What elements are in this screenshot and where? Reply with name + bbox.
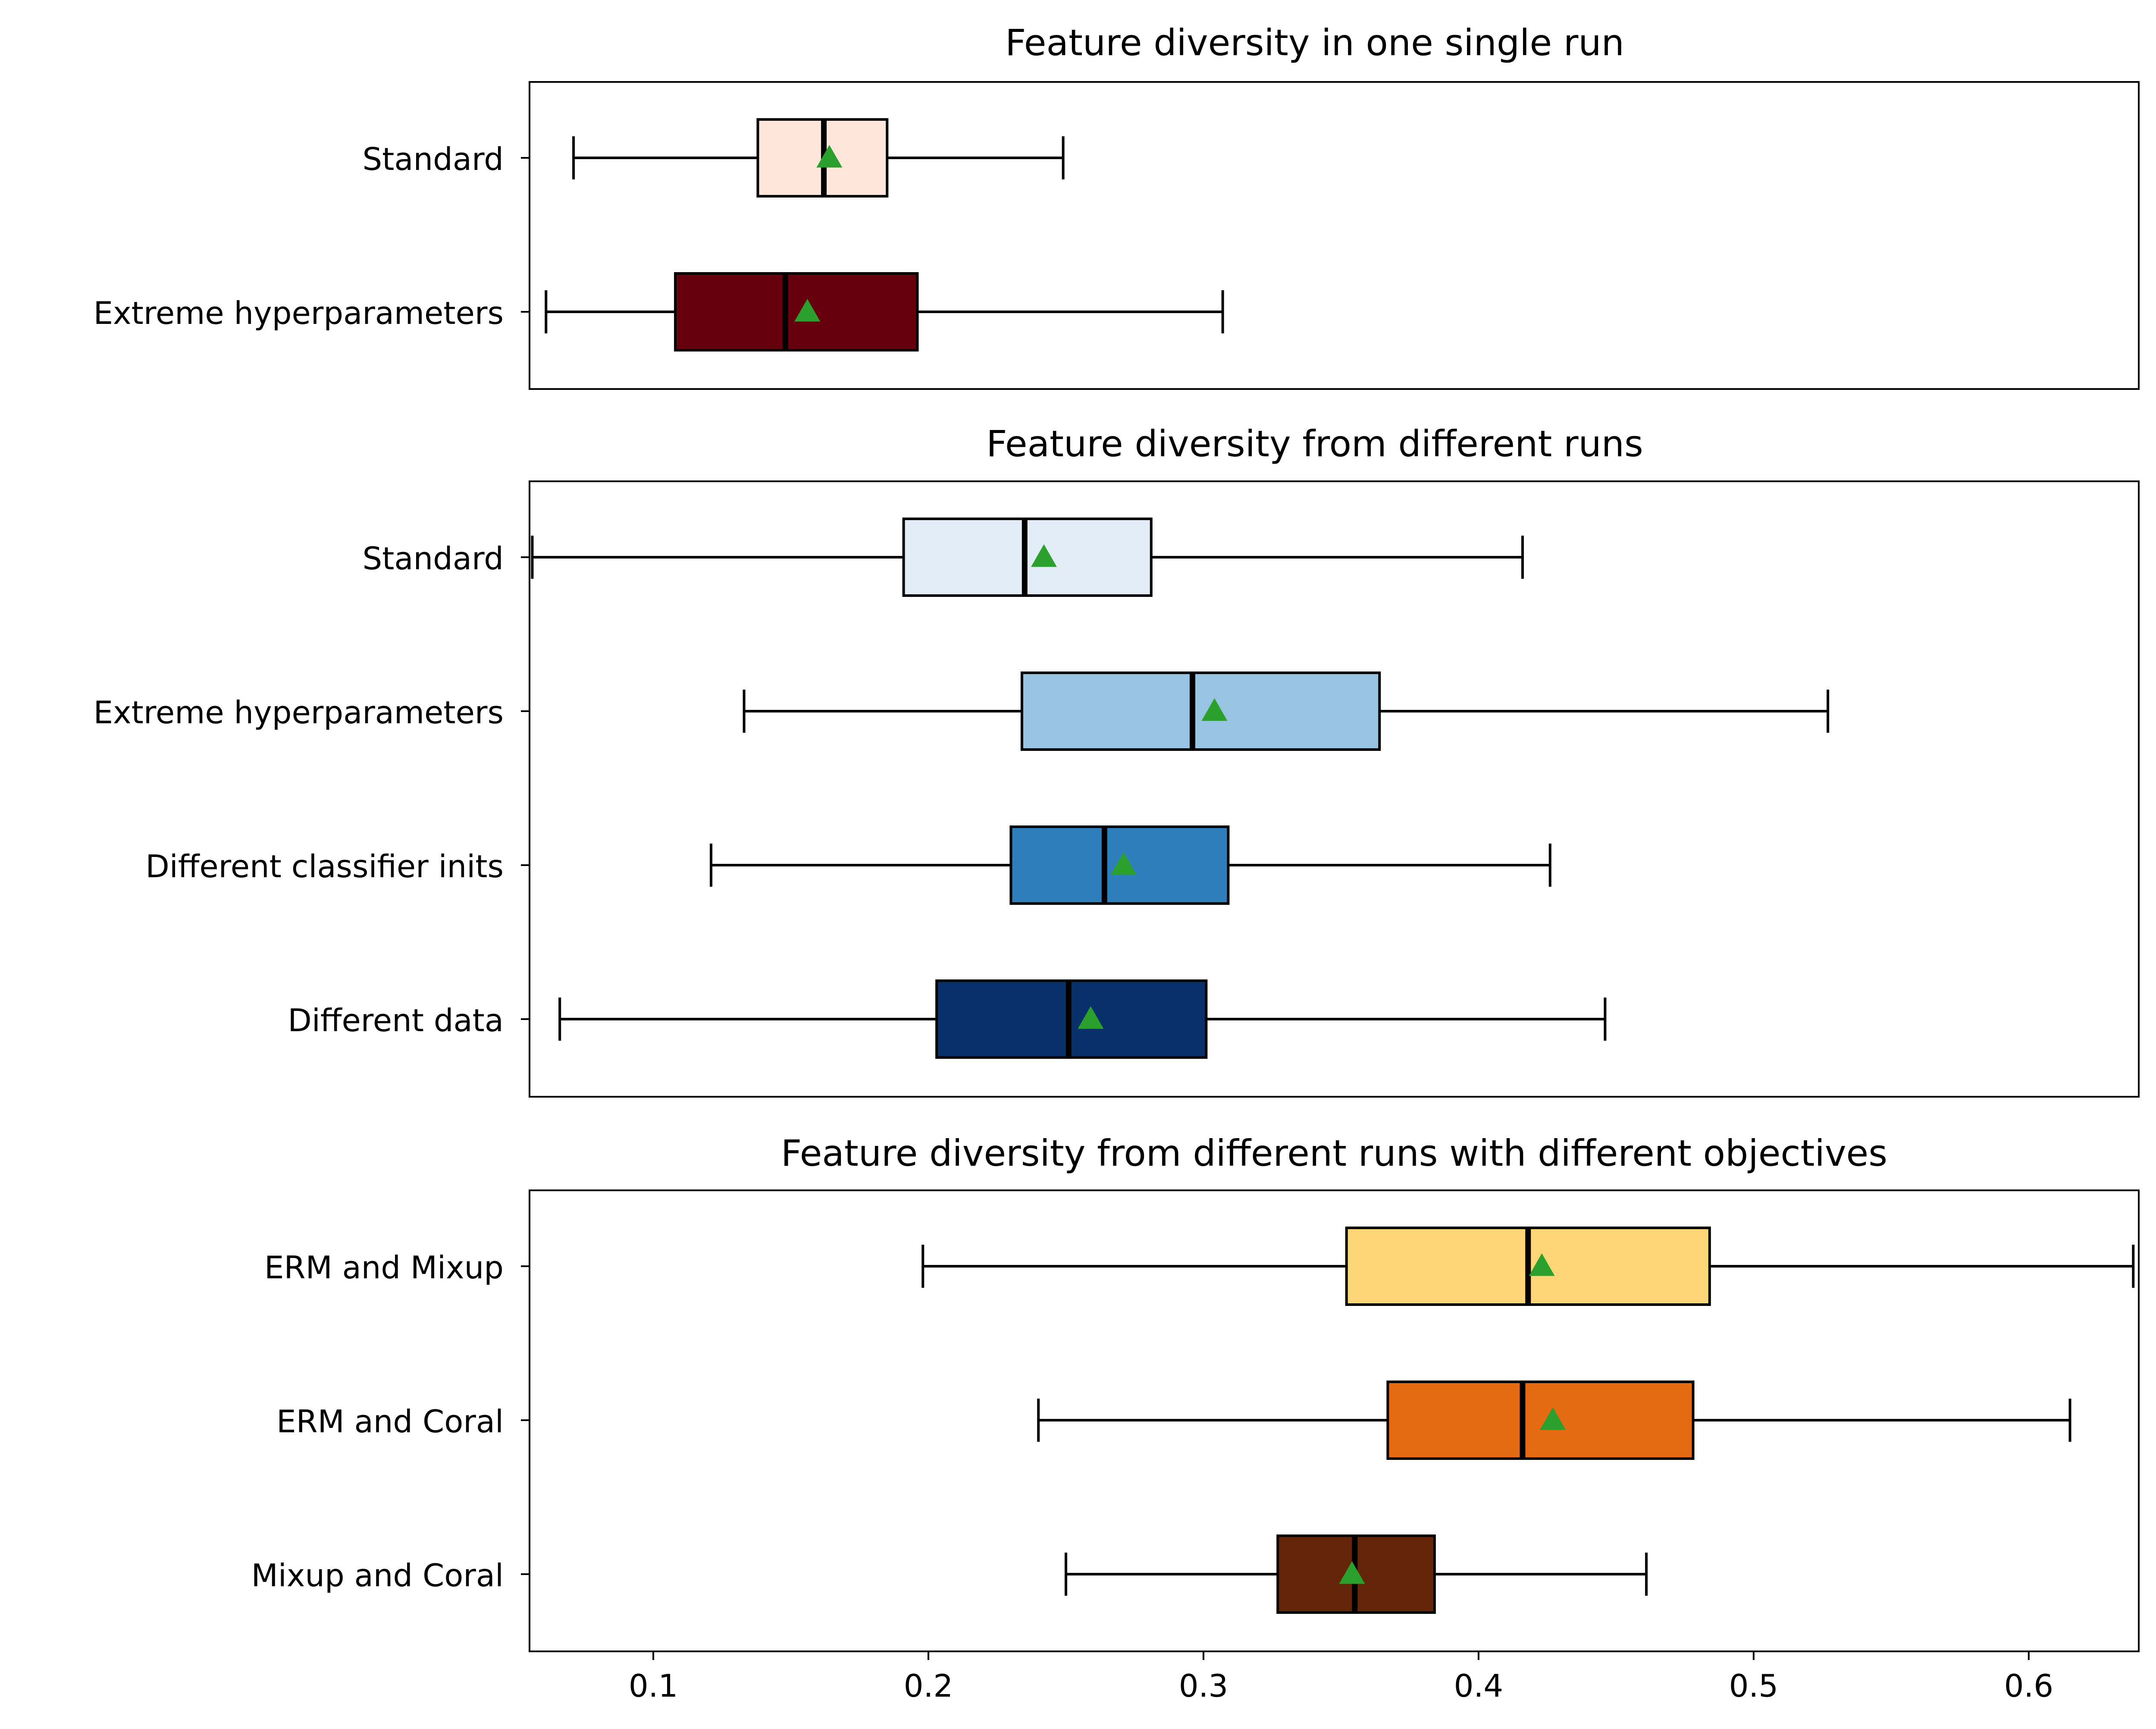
category-label: Standard [362, 540, 504, 577]
panel-title-different-runs: Feature diversity from different runs [986, 423, 1643, 465]
x-tick-label: 0.6 [2004, 1668, 2054, 1704]
category-label: Different classifier inits [145, 848, 504, 885]
box-mixup-and-coral [1065, 1534, 1648, 1614]
plot-frame-single-run [529, 81, 2140, 390]
box-extreme-hyperparameters [545, 272, 1224, 351]
iqr-box [1386, 1381, 1695, 1460]
panel-different-objectives: Feature diversity from different runs wi… [251, 1132, 2140, 1704]
panel-title-different-objectives: Feature diversity from different runs wi… [781, 1132, 1887, 1174]
box-extreme-hyperparameters [743, 672, 1830, 751]
mean-marker [1339, 1561, 1365, 1584]
x-tick-label: 0.2 [904, 1668, 953, 1704]
category-label: ERM and Coral [276, 1403, 504, 1440]
category-label: Extreme hyperparameters [94, 295, 504, 331]
mean-marker [1201, 698, 1228, 721]
category-label: Standard [362, 141, 504, 177]
boxes-different-objectives [521, 1227, 2135, 1614]
iqr-box [1020, 672, 1381, 751]
x-axis-ticks: 0.1 0.2 0.3 0.4 0.5 0.6 [629, 1651, 2053, 1704]
x-tick-label: 0.4 [1454, 1668, 1504, 1704]
box-different-data [558, 979, 1607, 1059]
mean-marker [1529, 1253, 1555, 1276]
plot-frame-different-objectives [529, 1189, 2140, 1652]
x-tick-label: 0.5 [1729, 1668, 1779, 1704]
mean-marker [1540, 1407, 1566, 1430]
plot-frame-different-runs [529, 480, 2140, 1098]
category-label: ERM and Mixup [264, 1249, 504, 1286]
panel-different-runs: Feature diversity from different runs St… [94, 423, 2140, 1098]
category-label: Different data [288, 1002, 504, 1039]
category-label: Mixup and Coral [251, 1557, 504, 1594]
mean-marker [1078, 1006, 1104, 1029]
category-label: Extreme hyperparameters [94, 694, 504, 731]
iqr-box [674, 272, 919, 351]
panel-title-single-run: Feature diversity in one single run [1005, 22, 1624, 64]
box-erm-and-coral [1037, 1381, 2071, 1460]
mean-marker [1110, 852, 1137, 875]
x-tick-label: 0.3 [1179, 1668, 1228, 1704]
box-standard [572, 118, 1065, 198]
mean-marker [1031, 544, 1057, 567]
x-tick-label: 0.1 [629, 1668, 678, 1704]
panel-single-run: Feature diversity in one single run Stan… [94, 22, 2140, 390]
boxes-single-run [521, 118, 1224, 351]
box-standard [531, 518, 1524, 597]
box-erm-and-mixup [921, 1227, 2135, 1306]
mean-marker [794, 299, 821, 322]
box-different-classifier-inits [710, 825, 1551, 905]
mean-marker [816, 145, 843, 168]
boxes-different-runs [521, 518, 1830, 1059]
